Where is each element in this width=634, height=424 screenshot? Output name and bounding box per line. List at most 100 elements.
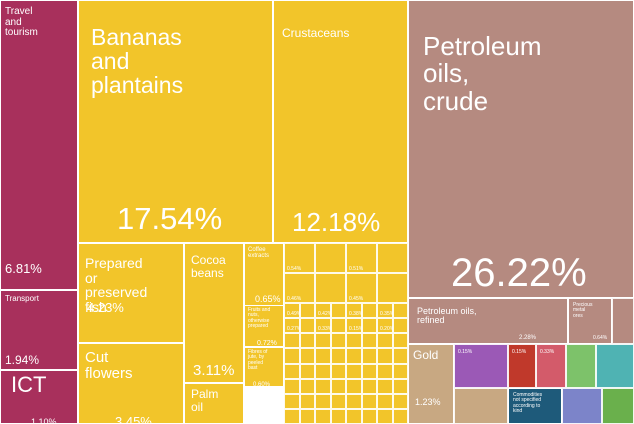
small-tile <box>330 363 346 379</box>
small-tile <box>315 243 346 273</box>
tile-cut-flowers: Cut flowers 3.45% <box>78 343 184 424</box>
tile-bananas-and-plantains: Bananas and plantains 17.54% <box>78 0 273 243</box>
small-tile <box>377 378 393 394</box>
small-tile <box>284 393 300 409</box>
tile-label: Coffee extracts <box>248 247 270 260</box>
small-tile <box>596 344 634 388</box>
tile-petroleum-oils-crude: Petroleum oils, crude 26.22% <box>408 0 634 298</box>
small-tile <box>330 408 346 424</box>
small-tile <box>315 393 331 409</box>
small-tile <box>346 333 362 349</box>
small-tile <box>299 393 315 409</box>
small-tile <box>361 393 377 409</box>
small-tile <box>392 408 408 424</box>
small-tile <box>392 318 408 334</box>
tile-label: Petroleum oils, refined <box>417 306 477 326</box>
small-tile <box>566 344 596 388</box>
tile-fruits-nuts-prepared: Fruits and nuts, otherwise prepared 0.72% <box>244 305 284 347</box>
small-tile-value: 0.46% <box>287 296 302 302</box>
tile-crustaceans: Crustaceans 12.18% <box>273 0 408 243</box>
tile-label: Gold <box>413 348 439 362</box>
small-tile-value: 0.38% <box>349 311 364 318</box>
small-tile <box>361 348 377 364</box>
small-tile <box>330 393 346 409</box>
small-tile <box>602 388 634 424</box>
tile-label: Fibres of jute, by peeled bast <box>248 349 268 371</box>
small-tile: 0.54% <box>284 243 315 273</box>
tile-transport: Transport 1.94% <box>0 290 78 370</box>
small-tile <box>284 378 300 394</box>
small-tile-value: 0.54% <box>287 266 302 272</box>
small-tile <box>299 333 315 349</box>
small-tile <box>315 363 331 379</box>
small-tile <box>346 393 362 409</box>
small-tile: 0.51% <box>346 243 377 273</box>
tile-value-label: 1.10% <box>31 417 57 424</box>
small-tile <box>377 243 408 273</box>
tile-gold: Gold 1.23% <box>408 344 454 424</box>
tile-label: Cocoa beans <box>191 253 226 280</box>
tile-precious-metal-ores: Precious metal ores 0.64% <box>568 298 612 344</box>
small-tile <box>377 393 393 409</box>
tile-label: Cut flowers <box>85 349 133 382</box>
small-tile <box>315 378 331 394</box>
small-tile: 0.20% <box>377 318 395 334</box>
small-tile: 0.35% <box>377 303 394 319</box>
tile-value-label: 0.60% <box>253 382 271 387</box>
small-tile <box>315 273 346 303</box>
tile-cocoa-beans: Cocoa beans 3.11% <box>184 243 244 383</box>
small-tile <box>361 303 377 319</box>
tile-value-label: 17.54% <box>117 201 223 236</box>
small-tile: 0.33% <box>315 318 333 334</box>
small-tile <box>330 378 346 394</box>
tile-coffee-extracts: Coffee extracts 0.65% <box>244 243 284 313</box>
tile-value-label: 0.65% <box>255 294 281 304</box>
small-tile-value: 0.51% <box>349 266 364 272</box>
tile-label: ICT <box>11 372 47 397</box>
small-tile-value: 0.20% <box>380 326 395 333</box>
small-tile <box>392 303 408 319</box>
tile-label: Transport <box>5 294 39 303</box>
small-tile: 0.38% <box>346 303 364 319</box>
small-tile <box>377 273 408 303</box>
small-tile-value: 0.15% <box>349 326 364 333</box>
small-tile <box>361 318 377 334</box>
small-tile-value: 0.15% <box>512 349 527 355</box>
tile-value-label: 3.11% <box>193 362 235 379</box>
small-tile <box>330 333 346 349</box>
tile-value-label: 3.45% <box>115 414 152 424</box>
tile-label: Prepared or preserved fish <box>85 255 148 316</box>
small-tile <box>454 388 508 424</box>
small-tile-value: 0.15% <box>458 349 473 355</box>
small-tile <box>361 363 377 379</box>
small-tile <box>330 303 346 319</box>
tile-label: Petroleum oils, crude <box>423 31 542 116</box>
small-tile <box>315 333 331 349</box>
tile-label: Travel and tourism <box>5 6 38 38</box>
small-tile-value: 0.42% <box>318 311 333 318</box>
small-tile <box>346 363 362 379</box>
small-tile <box>392 378 408 394</box>
small-tile <box>315 408 331 424</box>
small-tile <box>284 408 300 424</box>
small-tile <box>562 388 602 424</box>
small-tile <box>284 363 300 379</box>
small-tile: 0.15% <box>346 318 364 334</box>
small-tile-value: 0.49% <box>287 311 302 318</box>
tile-value-label: 6.81% <box>5 261 42 276</box>
small-tile <box>361 378 377 394</box>
tile-value-label: 0.72% <box>257 340 277 347</box>
small-tile: 0.27% <box>284 318 301 334</box>
small-tile-value: 0.45% <box>349 296 364 302</box>
tile-travel-and-tourism: Travel and tourism 6.81% <box>0 0 78 290</box>
small-tile-value: 0.33% <box>318 326 333 333</box>
small-tile <box>377 363 393 379</box>
tile-label: Bananas and plantains <box>91 24 184 99</box>
small-tile <box>299 348 315 364</box>
tile-fibres-of-jute: Fibres of jute, by peeled bast 0.60% <box>244 347 284 387</box>
small-tile: 0.15% <box>454 344 508 388</box>
small-tile <box>299 408 315 424</box>
tile-value-label: 1.23% <box>415 397 441 407</box>
tile-value-label: 26.22% <box>451 251 587 295</box>
